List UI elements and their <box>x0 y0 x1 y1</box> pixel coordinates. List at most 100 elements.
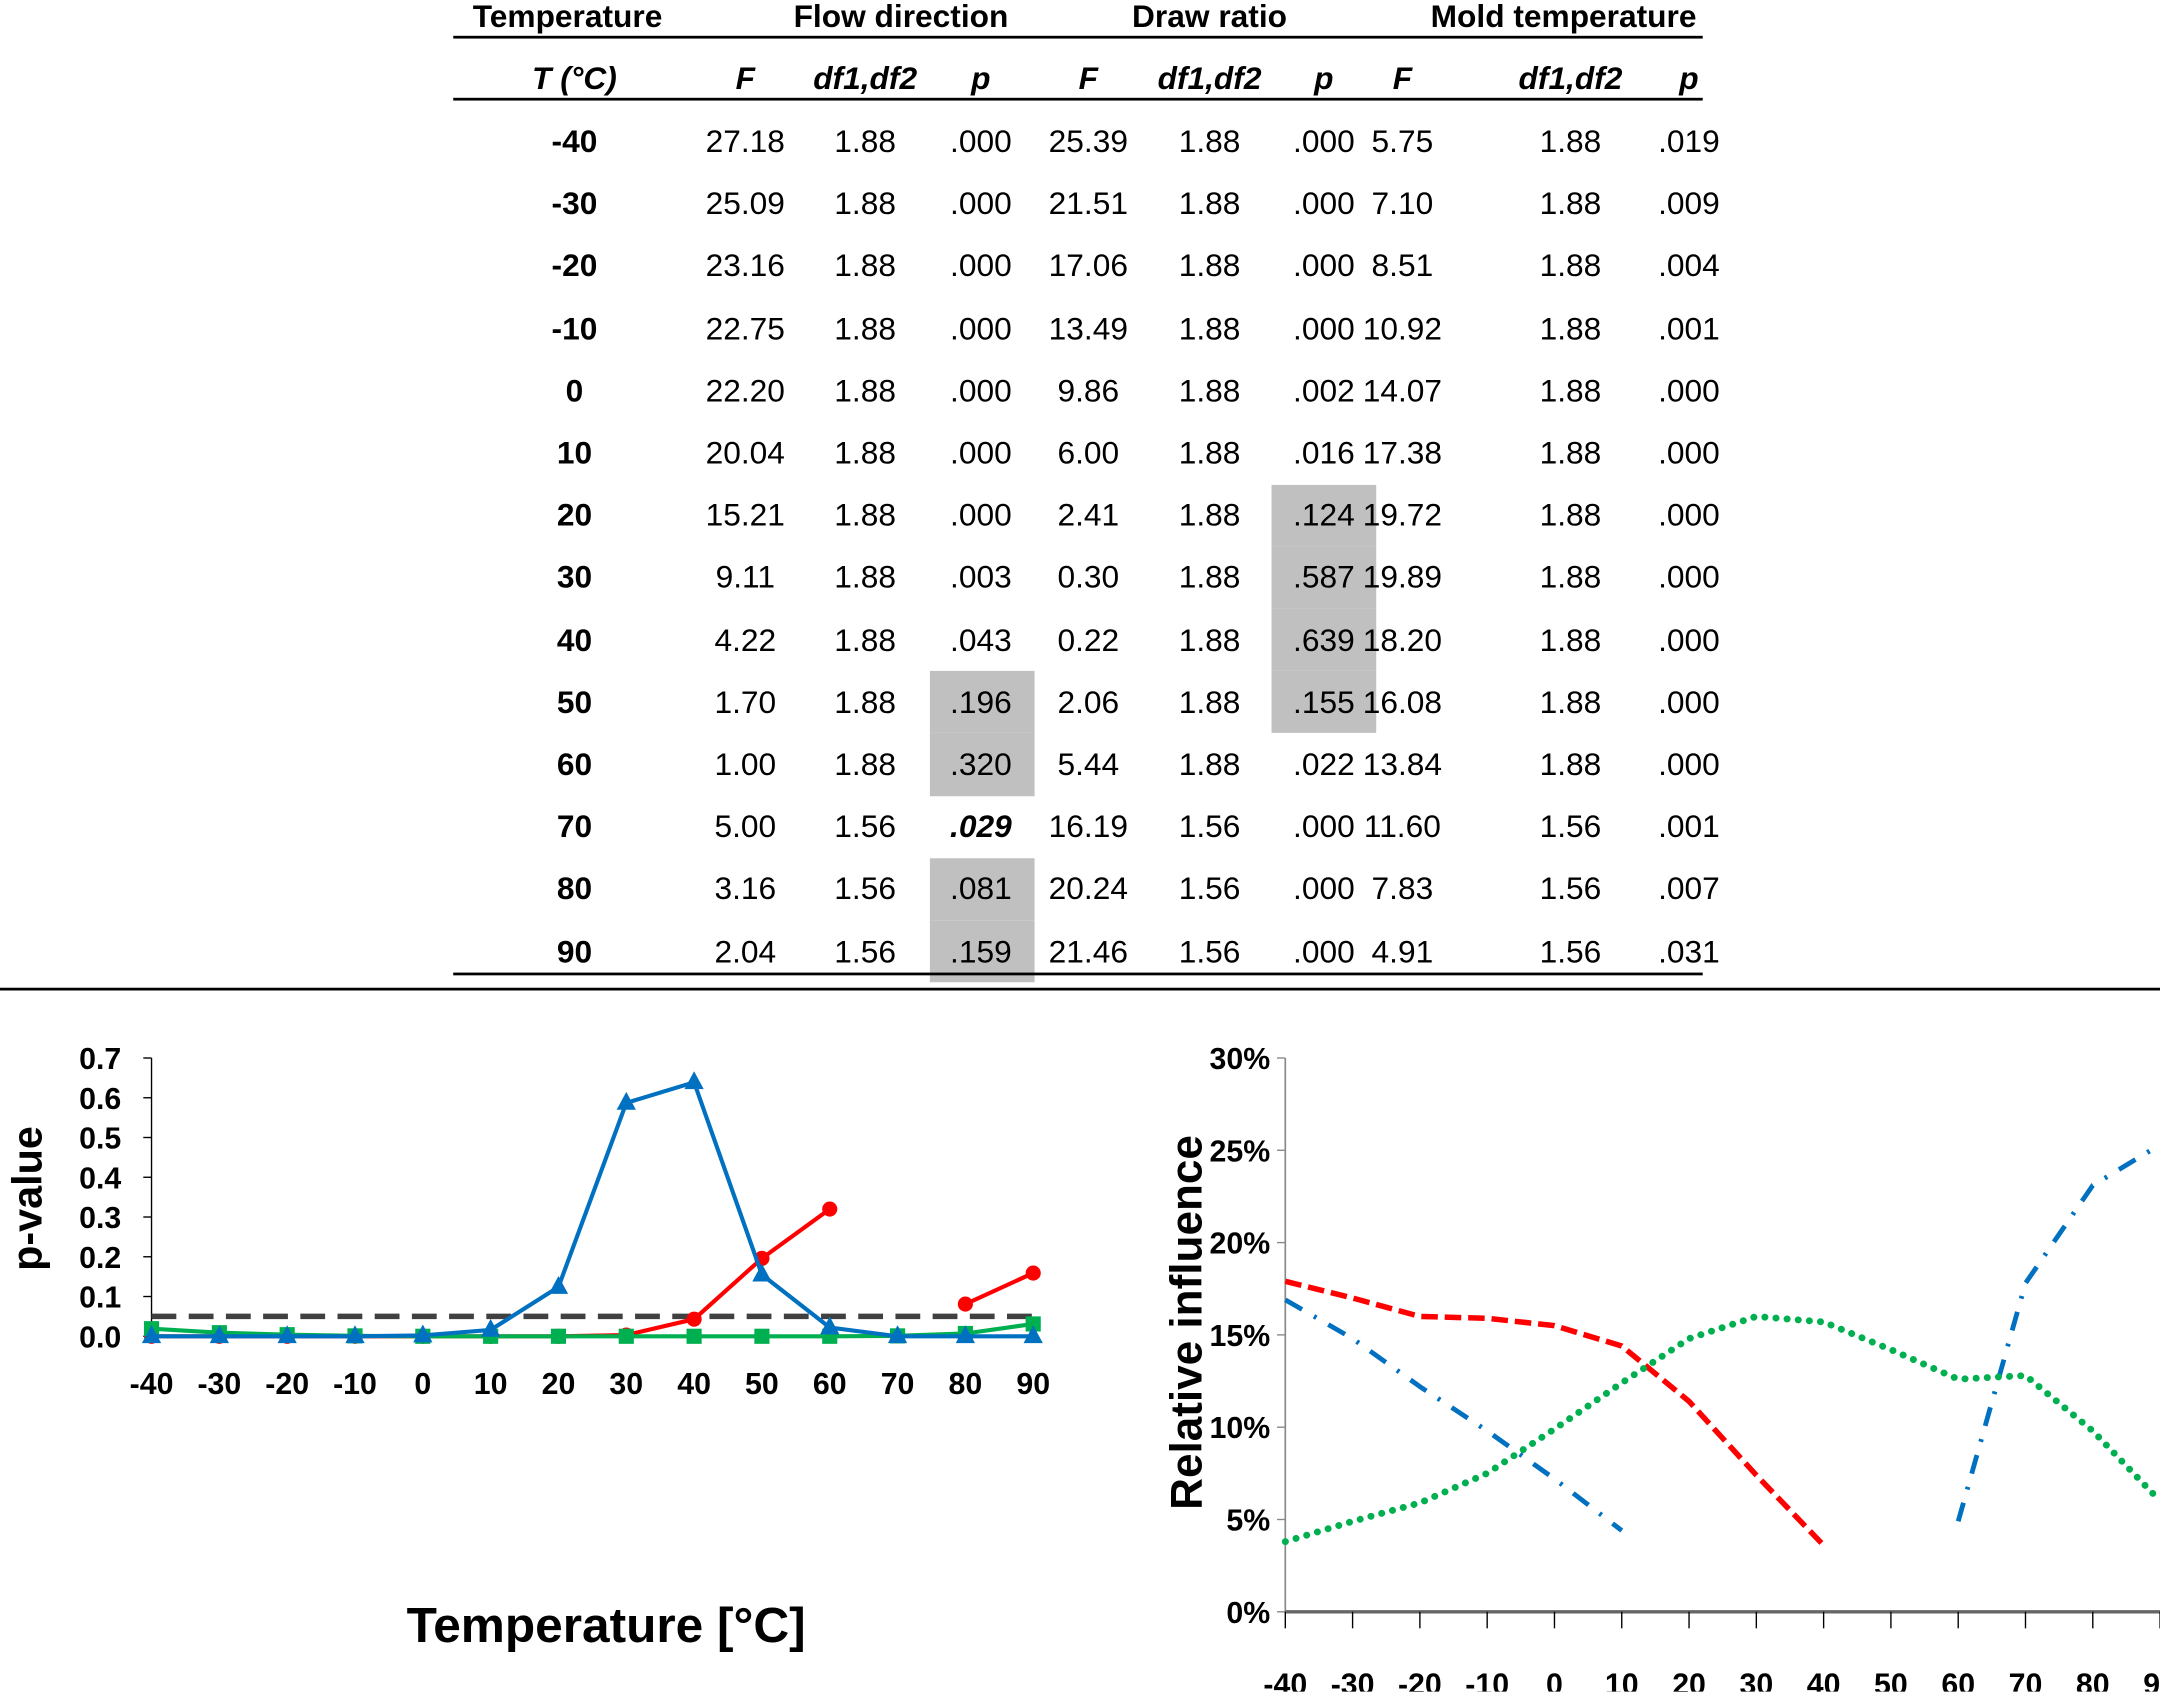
data-point-triangle <box>209 1325 229 1344</box>
table-cell: 4.91 <box>1371 932 1434 969</box>
x-tick-label: 40 <box>1807 1668 1841 1691</box>
table-cell: .000 <box>1293 932 1355 969</box>
data-point-circle <box>686 1311 702 1327</box>
table-cell: 1.88 <box>1178 123 1241 160</box>
table-cell: 22.75 <box>705 310 785 346</box>
table-cell: .081 <box>950 870 1012 907</box>
table-cell: .000 <box>950 372 1012 409</box>
relative-influence-chart: 0% 5% 10% 15% 20% 25% 30% -40 -30 -20 -10 0 10 20 30 40… <box>1162 1043 2160 1692</box>
y-tick-label: 0.7 <box>79 1043 121 1076</box>
table-cell: .001 <box>1658 310 1720 346</box>
row-temperature: 70 <box>556 808 593 845</box>
section-divider <box>0 987 2160 990</box>
x-tick-label: 0 <box>1546 1668 1563 1691</box>
data-point-square <box>1025 1316 1041 1332</box>
table-cell: 1.88 <box>834 745 896 782</box>
table-cell: 1.56 <box>1539 932 1602 969</box>
table-cell: .000 <box>1658 745 1720 782</box>
table-cell: .155 <box>1293 683 1355 720</box>
data-point-circle <box>822 1201 838 1217</box>
data-point-triangle <box>684 1071 704 1090</box>
y-tick-label: 10% <box>1210 1412 1271 1445</box>
table-cell: 1.88 <box>834 185 896 222</box>
series-line <box>1284 1278 1826 1548</box>
row-temperature: 60 <box>556 745 593 782</box>
group-header: Draw ratio <box>1132 0 1288 34</box>
x-tick-label: 90 <box>2143 1668 2160 1691</box>
x-tick-label: -20 <box>1398 1668 1442 1691</box>
data-point-triangle <box>277 1325 297 1344</box>
table-cell: .002 <box>1293 372 1355 409</box>
table-cell: 1.88 <box>1178 310 1241 346</box>
table-cell: .000 <box>1293 870 1355 907</box>
x-tick-label: 0 <box>414 1368 431 1401</box>
data-point-triangle <box>141 1325 162 1344</box>
y-tick-label: 0.5 <box>79 1123 121 1156</box>
table-cell: 1.88 <box>1539 434 1602 471</box>
y-tick-label: 0.4 <box>79 1162 121 1195</box>
table-cell: .000 <box>950 247 1012 284</box>
table-cell: 2.04 <box>714 932 777 969</box>
column-header: F <box>1078 59 1098 96</box>
table-cell: 1.88 <box>1539 247 1602 284</box>
table-cell: .124 <box>1293 496 1355 533</box>
row-temperature: -40 <box>551 123 598 160</box>
table-cell: 3.16 <box>714 870 777 907</box>
table-cell: 13.84 <box>1362 745 1443 782</box>
table-cell: 1.88 <box>1178 683 1241 720</box>
x-tick-label: 30 <box>1739 1668 1773 1691</box>
data-point-square <box>618 1328 634 1344</box>
table-cell: 1.88 <box>1539 683 1602 720</box>
table-cell: .000 <box>950 185 1012 222</box>
x-tick-label: 10 <box>474 1368 508 1401</box>
table-cell: 1.88 <box>834 123 896 160</box>
row-temperature: 20 <box>556 496 593 533</box>
table-cell: .000 <box>1293 123 1355 160</box>
data-point-triangle <box>345 1325 365 1344</box>
group-header: Flow direction <box>793 0 1009 34</box>
table-cell: 1.88 <box>1539 559 1602 595</box>
table-cell: 21.46 <box>1048 932 1128 969</box>
series-line <box>151 1079 1034 1339</box>
table-cell: .000 <box>1293 247 1355 284</box>
table-cell: 17.06 <box>1048 247 1128 284</box>
table-cell: .022 <box>1293 745 1355 782</box>
data-point-triangle <box>413 1324 433 1343</box>
table-cell: 0.22 <box>1057 621 1120 658</box>
table-cell: 22.20 <box>705 372 785 409</box>
table-cell: 1.70 <box>714 683 777 720</box>
shaded-cell <box>1271 671 1377 734</box>
table-cell: 1.56 <box>834 808 896 845</box>
data-point-triangle <box>887 1325 908 1344</box>
table-cell: 1.88 <box>1539 496 1602 533</box>
x-tick-label: 60 <box>813 1368 847 1401</box>
x-tick-label: -30 <box>197 1368 241 1401</box>
table-cell: 1.88 <box>834 310 896 346</box>
table-cell: 2.41 <box>1057 496 1120 533</box>
table-cell: 6.00 <box>1057 434 1120 471</box>
table-cell: .031 <box>1658 932 1720 969</box>
x-tick-label: -10 <box>333 1368 377 1401</box>
table-cell: 25.39 <box>1048 123 1128 160</box>
x-tick-label: -20 <box>265 1368 309 1401</box>
table-cell: .000 <box>1293 185 1355 222</box>
table-cell: .000 <box>1658 621 1720 658</box>
row-temperature: 0 <box>565 372 584 409</box>
table-cell: 25.09 <box>705 185 785 222</box>
table-cell: 1.88 <box>834 372 896 409</box>
table-cell: .159 <box>950 932 1012 969</box>
shaded-cell <box>929 920 1035 983</box>
table-cell: .000 <box>1658 372 1720 409</box>
x-tick-label: 40 <box>677 1368 711 1401</box>
table-cell: 23.16 <box>705 247 785 284</box>
x-tick-label: 90 <box>1016 1368 1050 1401</box>
header-rule-top <box>453 35 1703 39</box>
table-cell: 1.56 <box>834 932 896 969</box>
table-cell: 2.06 <box>1057 683 1120 720</box>
table-cell: 5.75 <box>1371 123 1434 160</box>
table-cell: 19.72 <box>1362 496 1443 533</box>
p-value-chart: 0.0 0.1 0.2 0.3 0.4 0.5 0.6 0.7 -40 -30 -20 -10 0 10 2… <box>4 1043 1050 1653</box>
data-point-triangle <box>616 1091 636 1110</box>
column-header: df1,df2 <box>1157 59 1262 96</box>
x-tick-label: 20 <box>1672 1668 1706 1691</box>
